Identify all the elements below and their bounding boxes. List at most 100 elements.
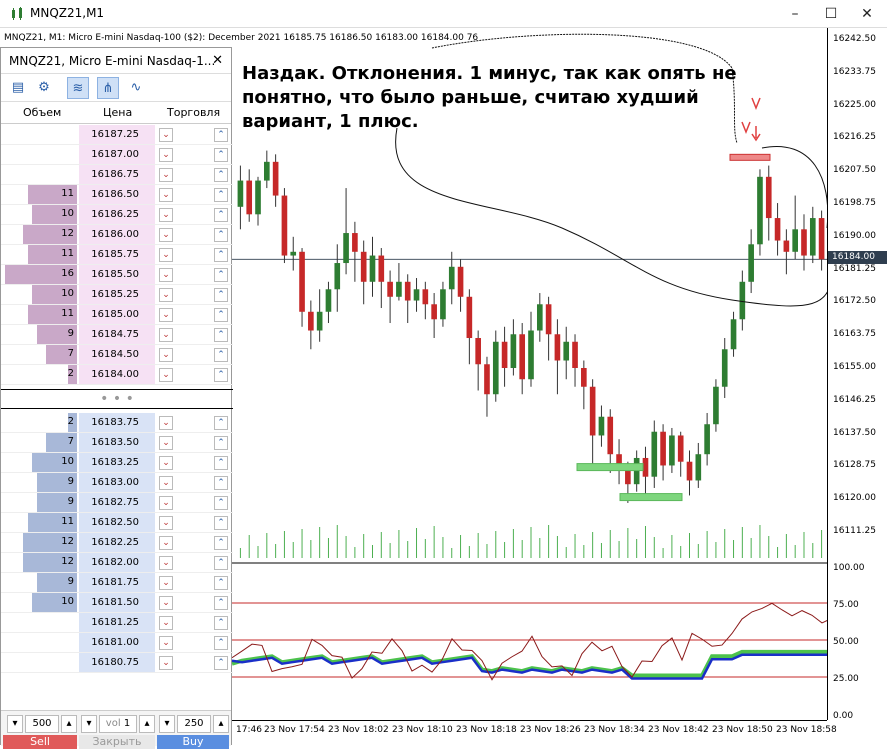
ask-row[interactable]: 7 16184.50 ⌄ ⌃ [1,345,233,365]
buy-limit-button[interactable]: ⌃ [214,536,228,550]
vol-input[interactable]: vol 1 [99,715,137,733]
sell-limit-button[interactable]: ⌄ [159,248,173,262]
buy-button[interactable]: Buy [157,735,229,749]
sell-limit-button[interactable]: ⌄ [159,656,173,670]
buy-limit-button[interactable]: ⌃ [214,128,228,142]
depth-icon[interactable]: ≋ [67,77,89,99]
bid-row[interactable]: 12 16182.00 ⌄ ⌃ [1,553,233,573]
sell-limit-button[interactable]: ⌄ [159,496,173,510]
vol-decrease-button[interactable]: ▾ [81,715,97,733]
bid-row[interactable]: 12 16182.25 ⌄ ⌃ [1,533,233,553]
sell-limit-button[interactable]: ⌄ [159,476,173,490]
bid-row[interactable]: 9 16181.75 ⌄ ⌃ [1,573,233,593]
bid-row[interactable]: 10 16183.25 ⌄ ⌃ [1,453,233,473]
column-icon[interactable]: ⋔ [97,77,119,99]
bid-row[interactable]: 2 16183.75 ⌄ ⌃ [1,413,233,433]
ask-row[interactable]: 11 16186.50 ⌄ ⌃ [1,185,233,205]
ask-row[interactable]: 10 16186.25 ⌄ ⌃ [1,205,233,225]
buy-limit-button[interactable]: ⌃ [214,268,228,282]
right-value-input[interactable]: 250 [177,715,211,733]
sell-button[interactable]: Sell [3,735,77,749]
ask-row[interactable]: 16187.25 ⌄ ⌃ [1,125,233,145]
buy-limit-button[interactable]: ⌃ [214,328,228,342]
ask-row[interactable]: 10 16185.25 ⌄ ⌃ [1,285,233,305]
bid-row[interactable]: 16180.75 ⌄ ⌃ [1,653,233,673]
sell-limit-button[interactable]: ⌄ [159,328,173,342]
buy-limit-button[interactable]: ⌃ [214,476,228,490]
vol-increase-button[interactable]: ▴ [139,715,155,733]
sell-limit-button[interactable]: ⌄ [159,228,173,242]
sell-limit-button[interactable]: ⌄ [159,208,173,222]
bid-row[interactable]: 9 16182.75 ⌄ ⌃ [1,493,233,513]
sell-limit-button[interactable]: ⌄ [159,596,173,610]
ask-row[interactable]: 12 16186.00 ⌄ ⌃ [1,225,233,245]
settings-icon[interactable]: ⚙ [38,80,50,95]
sell-limit-button[interactable]: ⌄ [159,616,173,630]
price-chart[interactable] [232,28,827,720]
sell-limit-button[interactable]: ⌄ [159,516,173,530]
buy-limit-button[interactable]: ⌃ [214,456,228,470]
buy-limit-button[interactable]: ⌃ [214,288,228,302]
sell-limit-button[interactable]: ⌄ [159,636,173,650]
ask-row[interactable]: 16 16185.50 ⌄ ⌃ [1,265,233,285]
buy-limit-button[interactable]: ⌃ [214,576,228,590]
sell-limit-button[interactable]: ⌄ [159,536,173,550]
buy-limit-button[interactable]: ⌃ [214,168,228,182]
buy-limit-button[interactable]: ⌃ [214,228,228,242]
bid-row[interactable]: 11 16182.50 ⌄ ⌃ [1,513,233,533]
sell-limit-button[interactable]: ⌄ [159,308,173,322]
buy-limit-button[interactable]: ⌃ [214,188,228,202]
bid-row[interactable]: 16181.25 ⌄ ⌃ [1,613,233,633]
sell-limit-button[interactable]: ⌄ [159,436,173,450]
buy-limit-button[interactable]: ⌃ [214,436,228,450]
ask-row[interactable]: 16186.75 ⌄ ⌃ [1,165,233,185]
sell-limit-button[interactable]: ⌄ [159,348,173,362]
ask-row[interactable]: 11 16185.75 ⌄ ⌃ [1,245,233,265]
buy-limit-button[interactable]: ⌃ [214,248,228,262]
tick-icon[interactable]: ∿ [130,80,142,95]
sell-limit-button[interactable]: ⌄ [159,456,173,470]
buy-limit-button[interactable]: ⌃ [214,368,228,382]
maximize-button[interactable]: ☐ [824,6,838,22]
buy-limit-button[interactable]: ⌃ [214,596,228,610]
sell-limit-button[interactable]: ⌄ [159,148,173,162]
sell-limit-button[interactable]: ⌄ [159,188,173,202]
buy-limit-button[interactable]: ⌃ [214,616,228,630]
buy-limit-button[interactable]: ⌃ [214,348,228,362]
left-decrease-button[interactable]: ▾ [7,715,23,733]
bid-row[interactable]: 7 16183.50 ⌄ ⌃ [1,433,233,453]
buy-limit-button[interactable]: ⌃ [214,416,228,430]
buy-limit-button[interactable]: ⌃ [214,208,228,222]
left-value-input[interactable]: 500 [25,715,59,733]
sell-limit-button[interactable]: ⌄ [159,556,173,570]
sell-limit-button[interactable]: ⌄ [159,368,173,382]
sell-limit-button[interactable]: ⌄ [159,168,173,182]
close-position-button[interactable]: Закрыть [79,735,155,749]
bid-row[interactable]: 16181.00 ⌄ ⌃ [1,633,233,653]
ask-row[interactable]: 2 16184.00 ⌄ ⌃ [1,365,233,385]
ask-row[interactable]: 11 16185.00 ⌄ ⌃ [1,305,233,325]
chart-icon[interactable]: ▤ [11,80,25,95]
close-button[interactable]: ✕ [861,6,873,22]
dom-close-button[interactable]: ✕ [212,53,223,68]
buy-limit-button[interactable]: ⌃ [214,556,228,570]
left-increase-button[interactable]: ▴ [61,715,77,733]
sell-limit-button[interactable]: ⌄ [159,128,173,142]
buy-limit-button[interactable]: ⌃ [214,636,228,650]
buy-limit-button[interactable]: ⌃ [214,148,228,162]
buy-limit-button[interactable]: ⌃ [214,496,228,510]
sell-limit-button[interactable]: ⌄ [159,416,173,430]
minimize-button[interactable]: – [791,6,799,22]
right-increase-button[interactable]: ▴ [213,715,229,733]
buy-limit-button[interactable]: ⌃ [214,516,228,530]
sell-limit-button[interactable]: ⌄ [159,576,173,590]
sell-limit-button[interactable]: ⌄ [159,288,173,302]
bid-row[interactable]: 9 16183.00 ⌄ ⌃ [1,473,233,493]
bid-row[interactable]: 10 16181.50 ⌄ ⌃ [1,593,233,613]
ask-row[interactable]: 16187.00 ⌄ ⌃ [1,145,233,165]
buy-limit-button[interactable]: ⌃ [214,308,228,322]
buy-limit-button[interactable]: ⌃ [214,656,228,670]
ask-row[interactable]: 9 16184.75 ⌄ ⌃ [1,325,233,345]
sell-limit-button[interactable]: ⌄ [159,268,173,282]
right-decrease-button[interactable]: ▾ [159,715,175,733]
